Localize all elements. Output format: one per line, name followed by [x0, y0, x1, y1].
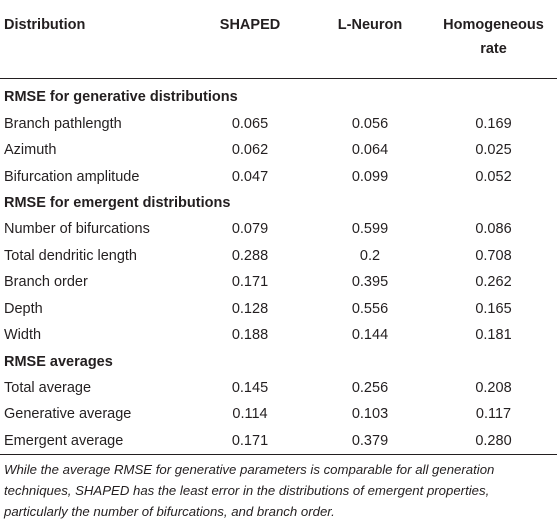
header-shaped: SHAPED: [190, 0, 310, 79]
cell-l-neuron: 0.2: [359, 247, 381, 264]
cell-l-neuron: 0.256: [351, 379, 389, 396]
row-label: Width: [4, 327, 42, 344]
row-label: Generative average: [4, 406, 132, 423]
rmse-table: Distribution SHAPED L-Neuron Homogeneous…: [0, 0, 557, 455]
cell-l-neuron: 0.144: [351, 327, 389, 344]
table-row: Total dendritic length 0.288 0.2 0.708: [0, 243, 557, 270]
cell-shaped: 0.062: [231, 142, 269, 159]
cell-shaped: 0.171: [231, 274, 269, 291]
cell-shaped: 0.047: [231, 168, 269, 185]
cell-shaped: 0.128: [231, 300, 269, 317]
cell-homogeneous-rate: 0.165: [475, 300, 512, 317]
row-label: Azimuth: [4, 142, 57, 159]
section-header-row: RMSE averages: [0, 349, 557, 375]
header-homogeneous-line2: rate: [480, 41, 507, 57]
cell-l-neuron: 0.103: [351, 406, 389, 423]
cell-homogeneous-rate: 0.280: [430, 427, 557, 455]
cell-homogeneous-rate: 0.708: [475, 247, 512, 264]
row-label: Number of bifurcations: [4, 221, 150, 238]
cell-l-neuron: 0.064: [351, 142, 389, 159]
header-homogeneous-line1: Homogeneous: [443, 17, 544, 33]
row-label: Depth: [4, 300, 43, 317]
cell-shaped: 0.065: [231, 115, 269, 132]
row-label: Branch pathlength: [4, 115, 122, 132]
section-title: RMSE for emergent distributions: [4, 195, 231, 211]
table-row: Branch pathlength 0.065 0.056 0.169: [0, 111, 557, 138]
cell-homogeneous-rate: 0.208: [475, 379, 512, 396]
table-header-row: Distribution SHAPED L-Neuron Homogeneous…: [0, 0, 557, 79]
cell-shaped: 0.188: [231, 327, 269, 344]
table-row: Emergent average 0.171 0.379 0.280: [0, 427, 557, 455]
cell-l-neuron: 0.099: [351, 168, 389, 185]
row-label: Total average: [4, 379, 92, 396]
row-label: Emergent average: [0, 427, 190, 455]
table-row: Width 0.188 0.144 0.181: [0, 322, 557, 349]
header-l-neuron: L-Neuron: [310, 0, 430, 79]
cell-homogeneous-rate: 0.117: [475, 406, 512, 423]
cell-l-neuron: 0.556: [351, 300, 389, 317]
cell-l-neuron: 0.599: [351, 221, 389, 238]
row-label: Branch order: [4, 274, 88, 291]
table-row: Generative average 0.114 0.103 0.117: [0, 401, 557, 428]
cell-shaped: 0.145: [231, 379, 269, 396]
section-title: RMSE for generative distributions: [4, 88, 238, 105]
cell-homogeneous-rate: 0.086: [475, 221, 512, 238]
cell-shaped: 0.171: [190, 427, 310, 455]
section-header-row: RMSE for emergent distributions: [0, 190, 557, 216]
section-title: RMSE averages: [4, 353, 113, 370]
cell-l-neuron: 0.056: [351, 115, 389, 132]
table-row: Total average 0.145 0.256 0.208: [0, 375, 557, 402]
cell-homogeneous-rate: 0.025: [475, 142, 512, 159]
cell-l-neuron: 0.379: [310, 427, 430, 455]
section-header-row: RMSE for generative distributions: [0, 78, 557, 111]
cell-shaped: 0.079: [231, 221, 269, 238]
table-caption: While the average RMSE for generative pa…: [4, 462, 495, 519]
cell-shaped: 0.114: [232, 406, 268, 423]
table-row: Azimuth 0.062 0.064 0.025: [0, 137, 557, 164]
table-row: Number of bifurcations 0.079 0.599 0.086: [0, 216, 557, 243]
cell-homogeneous-rate: 0.181: [475, 327, 512, 344]
row-label: Total dendritic length: [4, 247, 137, 264]
header-homogeneous-rate: Homogeneous rate: [430, 0, 557, 79]
header-distribution: Distribution: [0, 0, 190, 79]
cell-homogeneous-rate: 0.169: [475, 115, 512, 132]
table-row: Branch order 0.171 0.395 0.262: [0, 269, 557, 296]
cell-l-neuron: 0.395: [351, 274, 389, 291]
row-label: Bifurcation amplitude: [4, 168, 140, 185]
table-body: RMSE for generative distributions Branch …: [0, 78, 557, 455]
table-row: Bifurcation amplitude 0.047 0.099 0.052: [0, 164, 557, 191]
cell-shaped: 0.288: [231, 247, 269, 264]
table-row: Depth 0.128 0.556 0.165: [0, 296, 557, 323]
cell-homogeneous-rate: 0.052: [475, 168, 512, 185]
cell-homogeneous-rate: 0.262: [475, 274, 512, 291]
